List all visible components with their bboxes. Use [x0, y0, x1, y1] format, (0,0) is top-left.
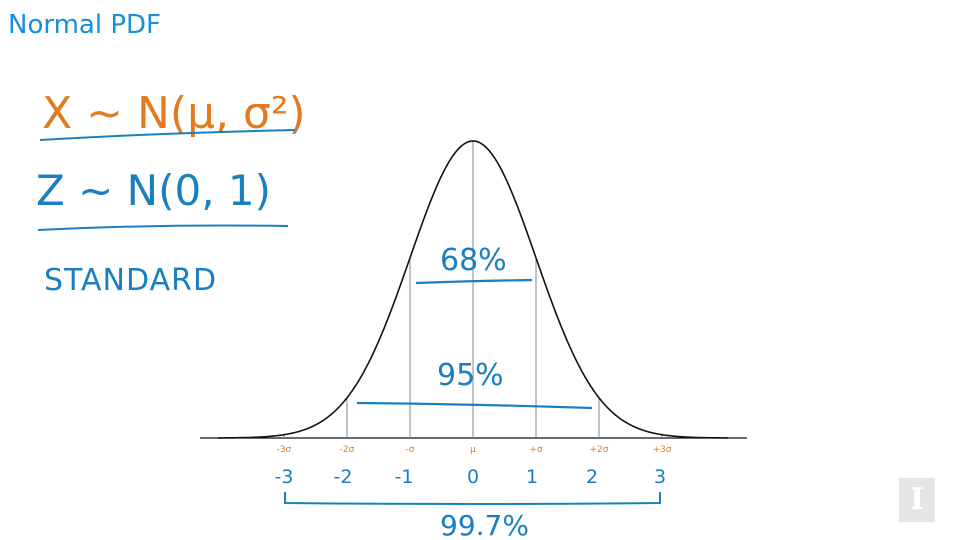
x-note-underline: [39, 129, 296, 141]
logo-letter: I: [909, 482, 925, 517]
sigma-label: μ: [470, 445, 476, 455]
band-95: [356, 401, 593, 410]
institution-logo: I: [899, 478, 935, 522]
sigma-label: -σ: [406, 445, 415, 455]
standard-note: STANDARD: [44, 263, 217, 298]
sigma-label: -2σ: [340, 445, 355, 455]
bell-curve: [217, 140, 729, 439]
slide-title: Normal PDF: [8, 10, 161, 40]
z-label: 2: [586, 466, 598, 488]
sigma-label: +2σ: [590, 445, 609, 455]
z-distribution-note: Z ~ N(0, 1): [36, 166, 271, 215]
band-997-bracket: [284, 492, 661, 505]
z-label: -1: [395, 466, 414, 488]
sigma-gridlines: [283, 141, 663, 438]
sigma-label: -3σ: [277, 445, 292, 455]
z-label: -2: [334, 466, 353, 488]
z-label: 0: [467, 466, 479, 488]
pct-68-label: 68%: [440, 243, 507, 278]
sigma-label: +3σ: [653, 445, 672, 455]
z-labels: -3 -2 -1 0 1 2 3: [275, 466, 667, 488]
pct-95-label: 95%: [437, 358, 504, 393]
z-label: 3: [654, 466, 666, 488]
z-note-underline: [37, 224, 289, 231]
z-label: -3: [275, 466, 294, 488]
z-label: 1: [526, 466, 538, 488]
pct-997-label: 99.7%: [440, 509, 529, 540]
band-68: [415, 278, 533, 285]
sigma-labels: -3σ -2σ -σ μ +σ +2σ +3σ: [277, 445, 672, 455]
sigma-label: +σ: [529, 445, 543, 455]
